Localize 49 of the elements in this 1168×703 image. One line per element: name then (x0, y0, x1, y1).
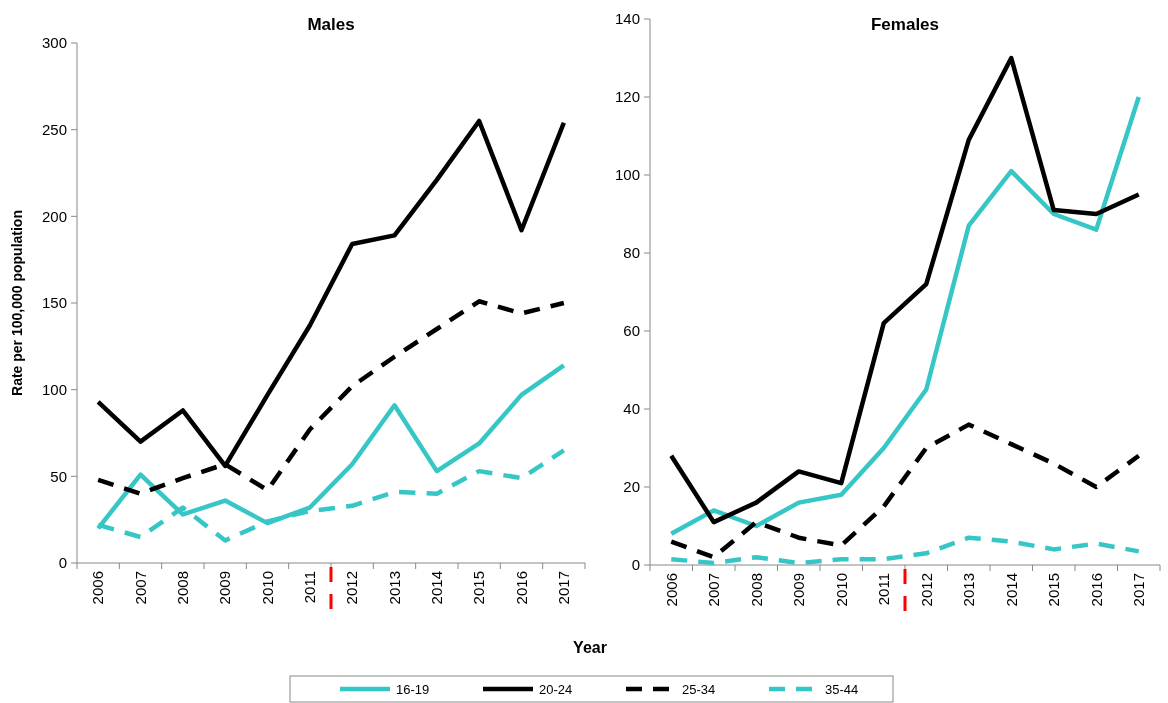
legend-label: 35-44 (825, 681, 859, 697)
x-tick-label: 2009 (216, 571, 234, 605)
x-tick-label: 2016 (1087, 573, 1105, 607)
x-tick-label: 2012 (343, 571, 361, 605)
y-axis-title: Rate per 100,000 population (9, 210, 25, 396)
x-tick-label: 2006 (89, 571, 107, 605)
y-tick-label: 200 (41, 207, 67, 225)
x-tick-label: 2017 (555, 571, 573, 605)
x-tick-label: 2008 (747, 573, 765, 607)
y-tick-label: 40 (623, 400, 640, 418)
x-tick-label: 2006 (662, 573, 680, 607)
x-tick-label: 2007 (705, 573, 722, 607)
y-tick-label: 60 (623, 322, 640, 340)
x-tick-label: 2009 (790, 573, 807, 607)
legend-label: 25-34 (682, 681, 716, 697)
x-tick-label: 2010 (832, 573, 850, 607)
x-tick-label: 2012 (917, 573, 935, 607)
x-axis-title: Year (573, 639, 607, 656)
y-tick-label: 0 (631, 556, 640, 574)
x-tick-label: 2007 (131, 571, 149, 605)
y-tick-label: 140 (614, 10, 640, 28)
x-tick-label: 2008 (174, 571, 192, 605)
chart-title: Females (870, 15, 940, 34)
x-tick-label: 2014 (428, 571, 446, 605)
y-tick-label: 80 (623, 244, 640, 262)
chart-title: Males (307, 15, 355, 34)
y-tick-label: 20 (623, 478, 640, 496)
y-tick-label: 250 (41, 120, 67, 138)
legend-label: 20-24 (539, 681, 573, 697)
y-tick-label: 150 (41, 294, 67, 312)
y-tick-label: 0 (58, 554, 67, 572)
line-series (669, 535, 1141, 566)
legend-label: 16-19 (396, 681, 430, 697)
y-tick-label: 300 (41, 34, 67, 52)
y-tick-label: 100 (41, 380, 67, 398)
y-tick-label: 120 (614, 88, 640, 106)
y-tick-label: 50 (50, 467, 67, 485)
x-tick-label: 2011 (875, 573, 892, 606)
x-tick-label: 2011 (301, 571, 319, 604)
x-tick-label: 2014 (1002, 573, 1020, 607)
line-series (669, 422, 1141, 560)
x-tick-label: 2016 (512, 571, 530, 605)
x-tick-label: 2015 (1045, 573, 1062, 607)
y-tick-label: 100 (614, 166, 640, 184)
x-tick-label: 2017 (1130, 573, 1147, 607)
x-tick-label: 2013 (960, 573, 977, 607)
x-tick-label: 2010 (258, 571, 276, 605)
x-tick-label: 2013 (385, 571, 403, 605)
x-tick-label: 2015 (470, 571, 488, 605)
